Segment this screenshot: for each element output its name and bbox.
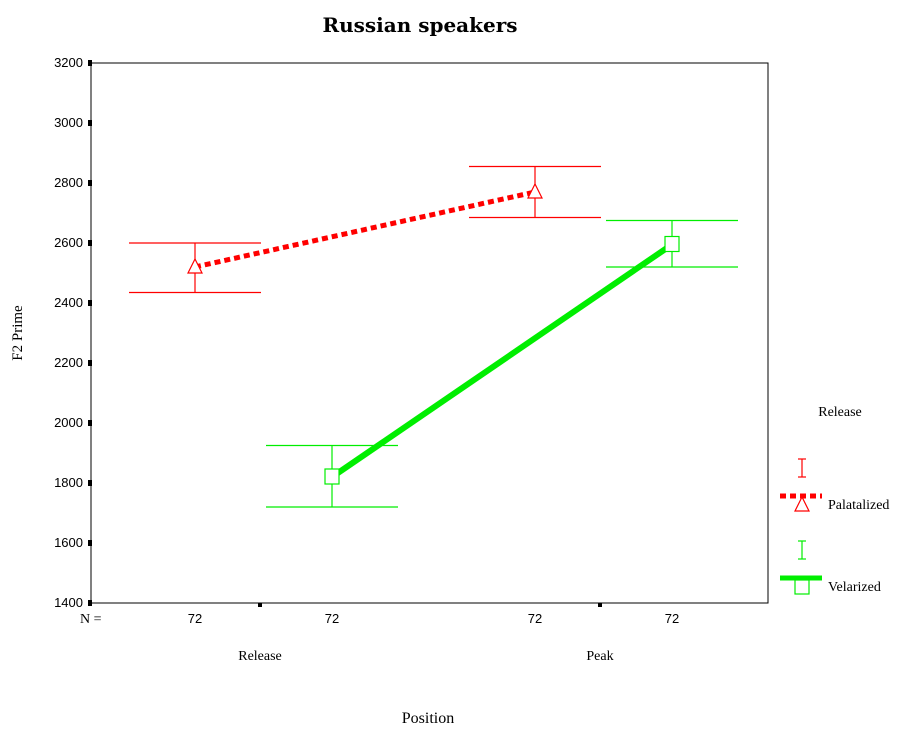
y-tick-mark xyxy=(88,360,92,366)
palatalized-marker xyxy=(187,257,203,274)
velarized-series-line xyxy=(330,242,674,480)
palatalized-legend-marker xyxy=(794,495,810,512)
y-tick-mark xyxy=(88,240,92,246)
chart-title: Russian speakers xyxy=(322,13,517,37)
y-tick-label: 2000 xyxy=(54,415,83,430)
y-tick-mark xyxy=(88,480,92,486)
n-label: N = xyxy=(80,612,102,627)
n-count: 72 xyxy=(325,611,339,626)
y-axis-label: F2 Prime xyxy=(10,305,26,361)
y-tick-label: 2600 xyxy=(54,235,83,250)
y-tick-mark xyxy=(88,180,92,186)
x-tick-mark xyxy=(258,603,262,607)
n-row: 72 72 72 72 xyxy=(188,611,679,626)
x-tick-label: Release xyxy=(238,649,282,664)
velarized-legend-label: Velarized xyxy=(828,580,881,595)
y-tick-mark xyxy=(88,420,92,426)
y-tick-label: 3000 xyxy=(54,115,83,130)
y-tick-label: 3200 xyxy=(54,55,83,70)
plot-frame xyxy=(90,62,769,604)
y-tick-label: 1600 xyxy=(54,535,83,550)
palatalized-series-line xyxy=(194,189,536,270)
n-count: 72 xyxy=(665,611,679,626)
palatalized-marker xyxy=(527,182,543,199)
y-tick-mark xyxy=(88,540,92,546)
y-axis: 1400 1600 1800 2000 2200 2400 2600 2800 3000 3200 xyxy=(54,55,92,610)
legend: Release Palatalized Velarized xyxy=(780,405,889,595)
x-axis-label: Position xyxy=(402,710,454,727)
y-tick-label: 1800 xyxy=(54,475,83,490)
plot-area xyxy=(129,165,738,508)
y-tick-mark xyxy=(88,600,92,606)
palatalized-legend-label: Palatalized xyxy=(828,498,889,513)
velarized-marker xyxy=(664,235,680,253)
x-tick-mark xyxy=(598,603,602,607)
y-tick-label: 1400 xyxy=(54,595,83,610)
y-tick-mark xyxy=(88,60,92,66)
y-tick-mark xyxy=(88,120,92,126)
legend-title: Release xyxy=(818,405,862,420)
y-tick-mark xyxy=(88,300,92,306)
x-axis: Release Peak xyxy=(238,603,614,664)
n-count: 72 xyxy=(188,611,202,626)
velarized-marker xyxy=(324,468,340,485)
velarized-legend-marker xyxy=(794,579,810,595)
y-tick-label: 2200 xyxy=(54,355,83,370)
n-count: 72 xyxy=(528,611,542,626)
y-tick-label: 2400 xyxy=(54,295,83,310)
x-tick-label: Peak xyxy=(586,649,613,664)
y-tick-label: 2800 xyxy=(54,175,83,190)
